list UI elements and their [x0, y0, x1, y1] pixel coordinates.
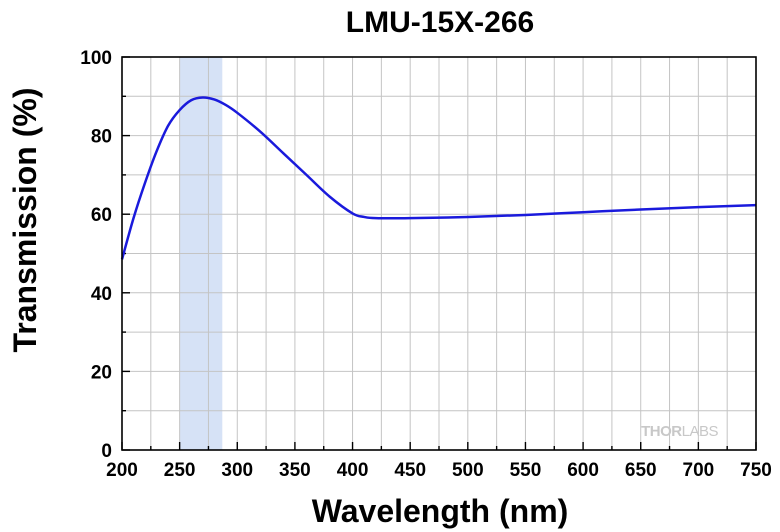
x-tick-label: 450: [394, 460, 426, 481]
y-tick-label: 100: [80, 48, 112, 69]
thorlabs-logo: THORLABS: [641, 423, 718, 440]
x-axis-label: Wavelength (nm): [312, 493, 569, 529]
x-tick-label: 650: [625, 460, 657, 481]
x-tick-label: 350: [279, 460, 311, 481]
x-tick-label: 550: [510, 460, 542, 481]
y-tick-labels: 0 20 40 60 80 100: [80, 48, 112, 462]
logo-thor: THOR: [641, 423, 682, 440]
x-tick-label: 500: [452, 460, 484, 481]
logo-labs: LABS: [682, 423, 719, 440]
x-tick-label: 750: [740, 460, 772, 481]
chart-title: LMU-15X-266: [346, 6, 534, 39]
y-tick-label: 0: [101, 441, 112, 462]
series-line-transmission: [120, 96, 757, 260]
x-tick-label: 400: [337, 460, 369, 481]
grid: [122, 57, 756, 450]
plot-frame: [121, 56, 757, 451]
y-tick-label: 40: [91, 284, 112, 305]
y-tick-label: 20: [91, 362, 112, 383]
x-tick-label: 600: [567, 460, 599, 481]
y-tick-label: 80: [91, 127, 112, 148]
x-tick-labels: 200 250 300 350 400 450 500 550 600 650 700 750: [106, 460, 772, 481]
x-tick-label: 250: [164, 460, 196, 481]
y-axis-label: Transmission (%): [7, 88, 43, 353]
x-tick-label: 300: [221, 460, 253, 481]
y-tick-label: 60: [91, 205, 112, 226]
x-tick-label: 200: [106, 460, 138, 481]
x-tick-label: 700: [683, 460, 715, 481]
